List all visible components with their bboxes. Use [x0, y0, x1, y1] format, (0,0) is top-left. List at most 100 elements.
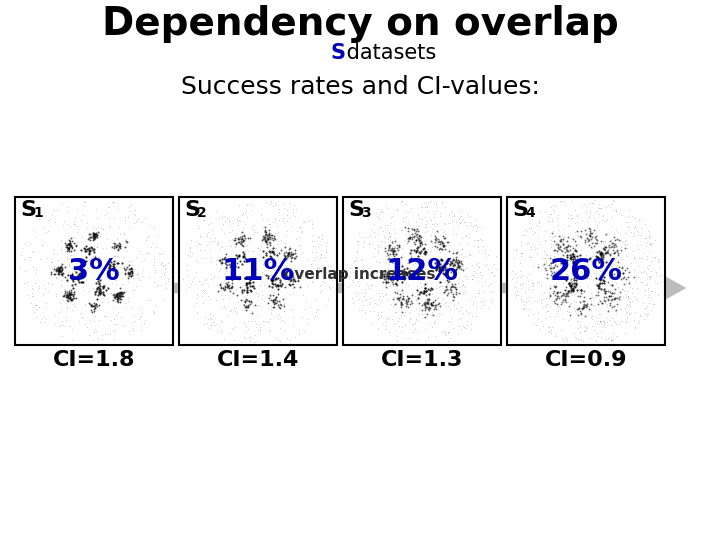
- Point: [62, 292, 73, 301]
- Point: [477, 222, 488, 231]
- Point: [426, 289, 438, 298]
- Point: [240, 294, 252, 303]
- Point: [71, 227, 83, 236]
- Point: [423, 294, 435, 303]
- Point: [357, 265, 369, 274]
- Point: [543, 307, 554, 316]
- Point: [613, 258, 624, 266]
- Point: [284, 198, 296, 207]
- Point: [225, 240, 236, 249]
- Point: [104, 264, 115, 273]
- Point: [618, 274, 629, 282]
- Point: [599, 322, 611, 331]
- Point: [61, 293, 73, 301]
- Point: [153, 280, 164, 289]
- Point: [393, 293, 405, 302]
- Point: [327, 275, 338, 284]
- Point: [556, 335, 567, 343]
- Point: [53, 265, 64, 274]
- Point: [382, 284, 393, 292]
- Point: [390, 234, 401, 242]
- Point: [347, 278, 359, 286]
- Point: [217, 284, 229, 293]
- Point: [384, 269, 395, 278]
- Point: [441, 258, 453, 267]
- Point: [257, 234, 269, 243]
- Point: [396, 295, 408, 303]
- Point: [266, 254, 278, 263]
- Point: [437, 239, 449, 247]
- Point: [114, 242, 125, 251]
- Point: [597, 215, 608, 224]
- Point: [268, 302, 279, 311]
- Point: [274, 300, 285, 308]
- Point: [241, 288, 253, 296]
- Point: [449, 279, 461, 288]
- Point: [567, 214, 578, 222]
- Point: [384, 228, 395, 237]
- Point: [217, 255, 228, 264]
- Point: [63, 268, 74, 276]
- Point: [536, 295, 548, 303]
- Point: [285, 257, 297, 266]
- Point: [15, 251, 27, 259]
- Point: [280, 269, 292, 278]
- Point: [616, 274, 627, 283]
- Point: [527, 278, 539, 287]
- Point: [315, 250, 327, 259]
- Point: [591, 222, 603, 231]
- Point: [89, 328, 100, 337]
- Point: [55, 306, 67, 315]
- Point: [227, 235, 238, 244]
- Point: [201, 231, 212, 240]
- Point: [90, 230, 102, 239]
- Point: [420, 287, 431, 295]
- Point: [368, 307, 379, 315]
- Point: [99, 211, 110, 219]
- Point: [243, 200, 255, 208]
- Point: [552, 239, 564, 248]
- Point: [245, 299, 256, 308]
- Point: [400, 295, 412, 303]
- Point: [107, 291, 119, 300]
- Point: [620, 235, 631, 244]
- Point: [420, 303, 431, 312]
- Point: [50, 266, 61, 274]
- Point: [290, 252, 302, 260]
- Point: [562, 237, 573, 245]
- Point: [635, 223, 647, 232]
- Point: [104, 261, 115, 269]
- Point: [572, 286, 584, 294]
- Point: [66, 295, 77, 304]
- Point: [382, 274, 393, 282]
- Point: [263, 234, 274, 242]
- Point: [560, 277, 572, 286]
- Point: [362, 282, 374, 291]
- Point: [555, 300, 567, 308]
- Point: [287, 253, 298, 261]
- Point: [409, 292, 420, 301]
- Point: [571, 305, 582, 313]
- Point: [580, 327, 591, 335]
- Point: [624, 298, 636, 306]
- Point: [99, 312, 110, 321]
- Point: [210, 296, 222, 305]
- Point: [289, 246, 300, 254]
- Point: [436, 261, 448, 270]
- Point: [580, 303, 592, 312]
- Point: [94, 284, 105, 292]
- Point: [67, 251, 78, 260]
- Point: [220, 291, 231, 300]
- Point: [448, 230, 459, 239]
- Text: 1: 1: [33, 206, 42, 220]
- Point: [594, 317, 606, 326]
- Point: [591, 220, 603, 229]
- Point: [387, 295, 399, 303]
- Point: [566, 242, 577, 251]
- Point: [410, 247, 421, 256]
- Point: [426, 220, 437, 229]
- Point: [433, 244, 445, 252]
- Point: [248, 221, 260, 230]
- Point: [393, 242, 405, 251]
- Point: [77, 313, 89, 321]
